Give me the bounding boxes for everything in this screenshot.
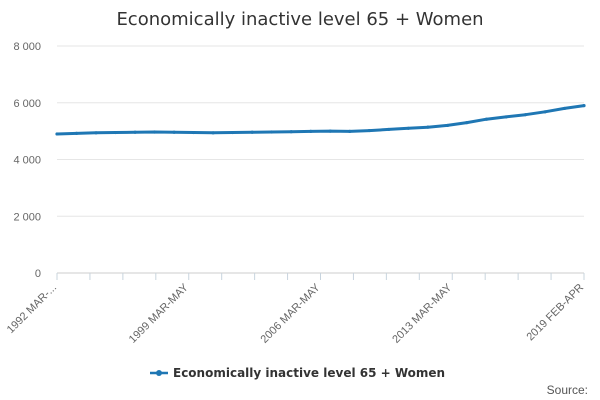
series-line <box>56 104 585 136</box>
data-point[interactable] <box>211 131 215 135</box>
data-point[interactable] <box>406 126 410 130</box>
data-point[interactable] <box>445 123 449 128</box>
data-point[interactable] <box>562 106 567 111</box>
data-point[interactable] <box>113 130 118 135</box>
series-layer <box>55 103 586 136</box>
data-point[interactable] <box>523 113 528 117</box>
x-axis: 1992 MAR-... 1999 MAR-MAY 2006 MAR-MAY 2013… <box>5 272 586 346</box>
legend[interactable]: Economically inactive level 65 + Women <box>150 366 445 380</box>
data-point[interactable] <box>504 115 508 119</box>
chart-title: Economically inactive level 65 + Women <box>116 9 483 30</box>
data-point[interactable] <box>387 127 391 132</box>
y-tick-label: 8 000 <box>13 41 41 53</box>
x-tick-label: 2013 MAR-MAY <box>390 281 455 346</box>
data-point[interactable] <box>465 121 469 125</box>
data-point[interactable] <box>543 110 547 114</box>
data-point[interactable] <box>231 130 235 135</box>
data-point[interactable] <box>192 130 196 135</box>
data-point[interactable] <box>172 130 176 134</box>
data-point[interactable] <box>55 132 59 136</box>
data-point[interactable] <box>250 130 254 134</box>
gridlines <box>57 45 584 274</box>
y-tick-label: 0 <box>35 268 41 280</box>
data-point[interactable] <box>74 131 79 135</box>
legend-label: Economically inactive level 65 + Women <box>173 366 445 380</box>
data-point[interactable] <box>152 130 157 134</box>
y-tick-label: 2 000 <box>13 211 41 223</box>
source-label: Source: <box>547 383 588 397</box>
data-point[interactable] <box>426 125 430 129</box>
data-point[interactable] <box>94 131 98 135</box>
data-point[interactable] <box>484 117 489 121</box>
data-point[interactable] <box>289 130 293 134</box>
y-axis-labels: 0 2 000 4 000 6 000 8 000 <box>13 41 41 280</box>
y-tick-label: 4 000 <box>13 155 41 167</box>
data-point[interactable] <box>348 129 352 134</box>
data-point[interactable] <box>582 103 586 108</box>
x-tick-label: 2019 FEB-APR <box>524 282 586 344</box>
data-point[interactable] <box>270 130 274 134</box>
y-tick-label: 6 000 <box>13 98 41 110</box>
x-tick-label: 1992 MAR-... <box>5 282 59 336</box>
legend-marker <box>156 370 162 376</box>
data-point[interactable] <box>133 130 137 134</box>
data-point[interactable] <box>328 129 332 133</box>
x-tick-label: 2006 MAR-MAY <box>259 281 324 346</box>
data-point[interactable] <box>367 128 371 133</box>
data-point[interactable] <box>309 129 313 134</box>
x-tick-label: 1999 MAR-MAY <box>127 281 192 346</box>
